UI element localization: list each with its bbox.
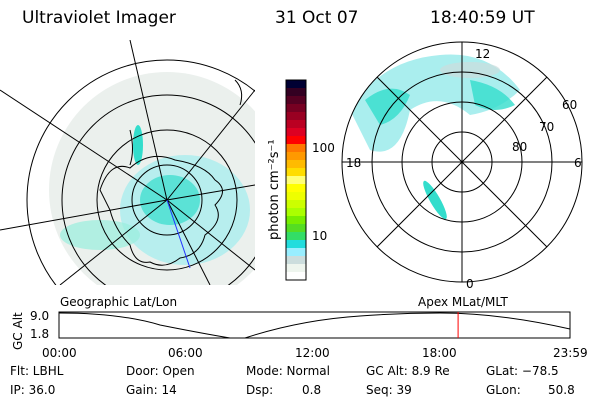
- mlt-label-6: 6: [574, 156, 582, 170]
- filter-status: Flt: LBHL: [10, 364, 64, 378]
- colorbar-swatch: [286, 184, 306, 193]
- altitude-plot: GC Alt 9.0 1.8 00:00 06:00 12:00 18:00 2…: [11, 309, 588, 360]
- mlt-label-12: 12: [475, 47, 490, 61]
- mode-status: Mode: Normal: [246, 364, 330, 378]
- instrument-title: Ultraviolet Imager: [22, 8, 176, 28]
- colorbar-tick-10: 10: [312, 229, 327, 243]
- xtick-0000: 00:00: [42, 346, 77, 360]
- colorbar-swatch: [286, 104, 306, 113]
- geographic-map: [0, 40, 255, 285]
- colorbar-swatch: [286, 248, 306, 257]
- colorbar-tick-100: 100: [312, 141, 335, 155]
- xtick-1800: 18:00: [422, 346, 457, 360]
- colorbar-swatch: [286, 168, 306, 177]
- colorbar-swatch: [286, 152, 306, 161]
- alt-ytick-1.8: 1.8: [30, 327, 49, 341]
- colorbar-swatch: [286, 128, 306, 137]
- colorbar-swatch: [286, 240, 306, 249]
- xtick-1200: 12:00: [295, 346, 330, 360]
- colorbar-swatch: [286, 264, 306, 273]
- colorbar-swatch: [286, 176, 306, 185]
- gain-status: Gain: 14: [126, 383, 177, 397]
- colorbar-swatch: [286, 216, 306, 225]
- date-label: 31 Oct 07: [275, 8, 359, 28]
- time-label: 18:40:59 UT: [430, 8, 535, 28]
- colorbar-swatch: [286, 208, 306, 217]
- mag-map-label: Apex MLat/MLT: [418, 295, 508, 309]
- colorbar: [285, 79, 307, 281]
- colorbar-swatch: [286, 256, 306, 265]
- geo-map-label: Geographic Lat/Lon: [60, 295, 177, 309]
- colorbar-swatch: [286, 232, 306, 241]
- colorbar-swatch: [286, 224, 306, 233]
- lat-label-70: 70: [539, 120, 554, 134]
- seq-status: Seq: 39: [366, 383, 412, 397]
- xtick-2359: 23:59: [553, 346, 588, 360]
- colorbar-swatch: [286, 144, 306, 153]
- colorbar-swatch: [286, 96, 306, 105]
- glon-label: GLon:: [486, 383, 521, 397]
- alt-ytick-9: 9.0: [30, 309, 49, 323]
- glat-status: GLat: −78.5: [486, 364, 559, 378]
- colorbar-swatch: [286, 136, 306, 145]
- lat-label-80: 80: [512, 140, 527, 154]
- colorbar-swatch: [286, 160, 306, 169]
- dsp-value: 0.8: [302, 383, 322, 397]
- lat-label-60: 60: [562, 98, 577, 112]
- door-status: Door: Open: [126, 364, 195, 378]
- glon-value: 50.8: [548, 383, 575, 397]
- colorbar-frame: [285, 79, 307, 281]
- ip-status: IP: 36.0: [10, 383, 56, 397]
- xtick-0600: 06:00: [168, 346, 203, 360]
- colorbar-swatch: [286, 80, 306, 89]
- colorbar-swatch: [286, 112, 306, 121]
- alt-ylabel: GC Alt: [11, 312, 25, 350]
- colorbar-swatch: [286, 272, 306, 281]
- colorbar-swatch: [286, 88, 306, 97]
- mlt-label-18: 18: [346, 156, 361, 170]
- colorbar-swatch: [286, 200, 306, 209]
- mlt-label-0: 0: [466, 277, 474, 291]
- colorbar-unit-label: photon cm⁻²s⁻¹: [267, 139, 282, 240]
- dsp-label: Dsp:: [246, 383, 274, 397]
- colorbar-swatch: [286, 192, 306, 201]
- colorbar-swatch: [286, 120, 306, 129]
- gc-alt-status: GC Alt: 8.9 Re: [366, 364, 450, 378]
